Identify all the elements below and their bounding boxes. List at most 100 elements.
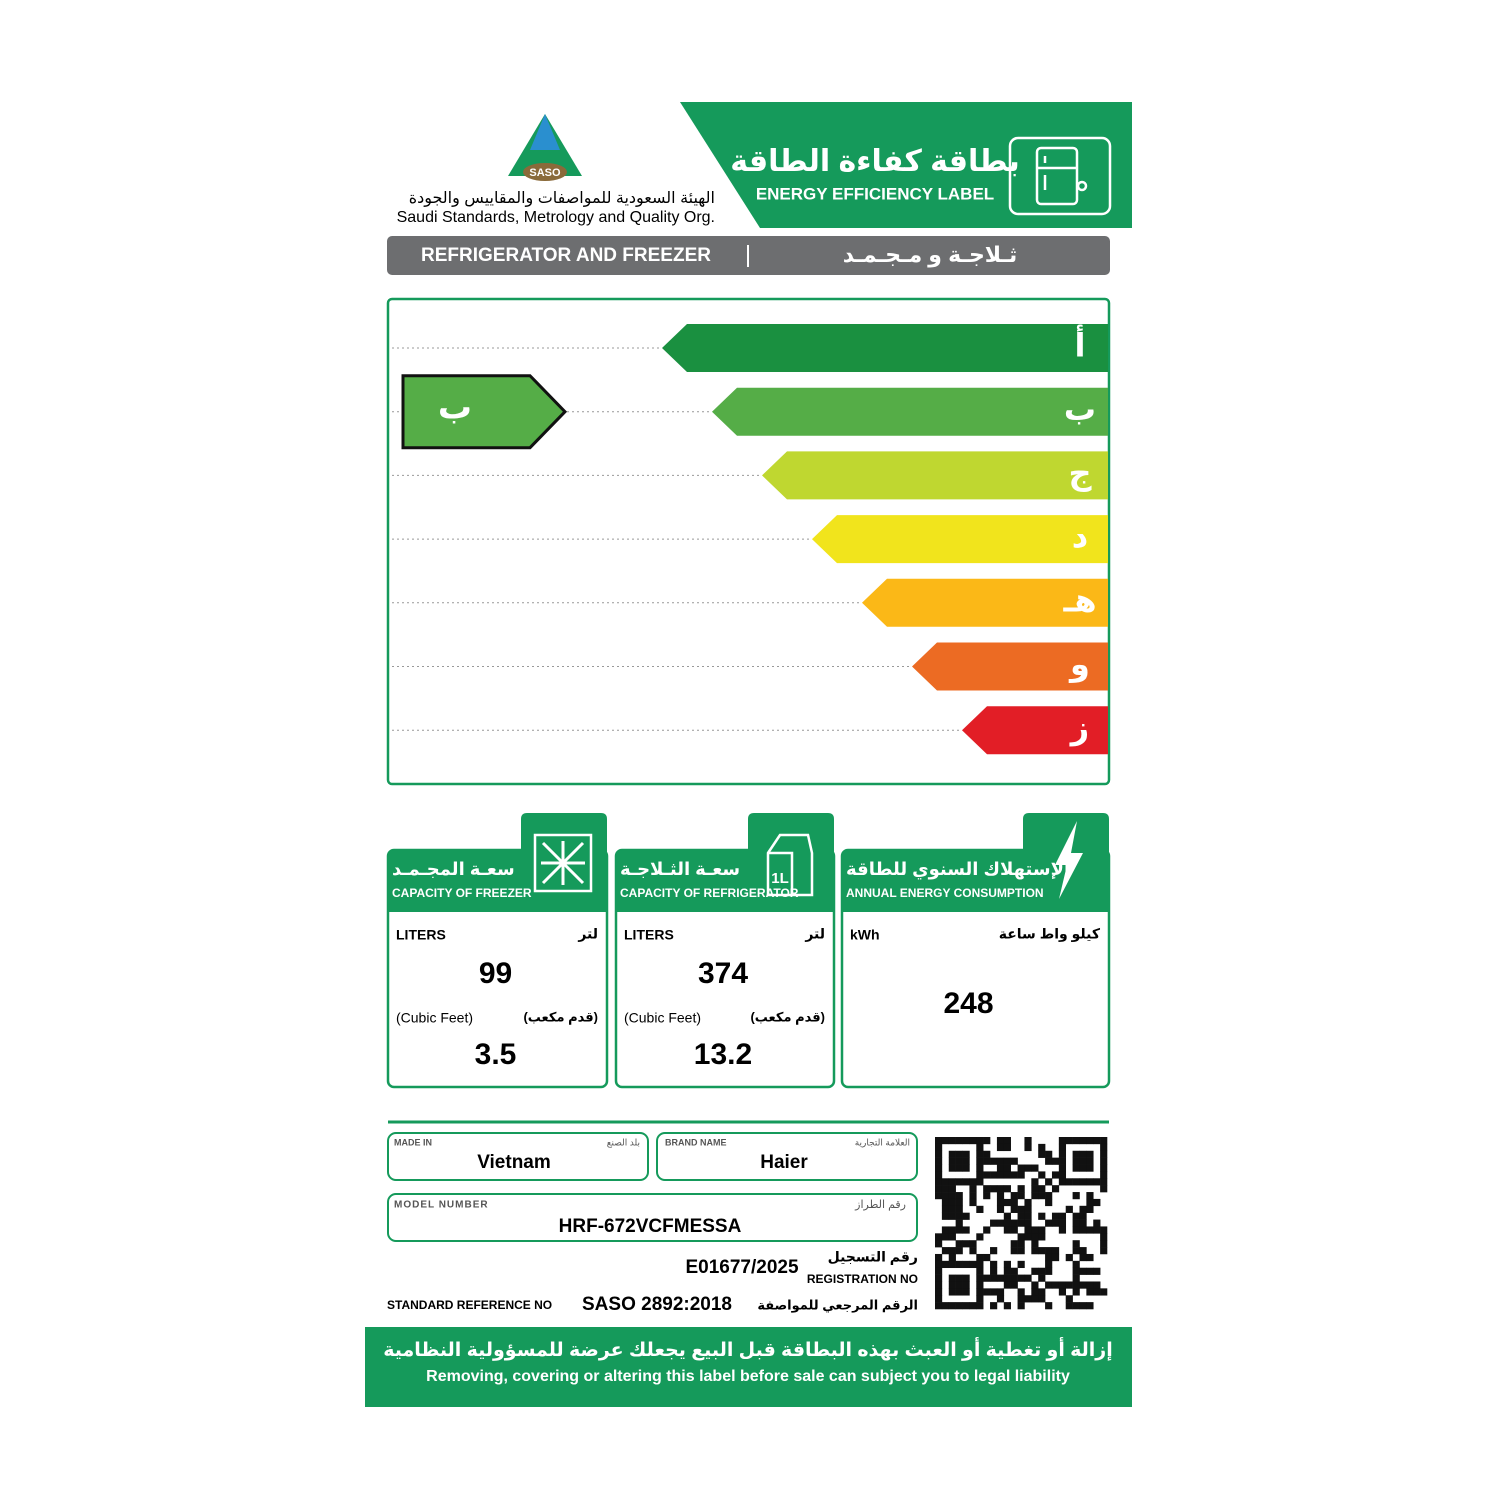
- qr-module: [1051, 1219, 1060, 1227]
- qr-module: [1093, 1288, 1101, 1296]
- qr-module: [948, 1212, 956, 1220]
- rating-bar: [762, 451, 1108, 500]
- qr-module: [941, 1192, 950, 1200]
- qr-module: [1024, 1137, 1032, 1145]
- qr-module: [962, 1302, 970, 1310]
- qr-module: [1003, 1267, 1011, 1275]
- qr-module: [1003, 1164, 1011, 1172]
- qr-module: [1031, 1185, 1039, 1193]
- qr-module: [935, 1260, 943, 1269]
- qr-module: [1024, 1143, 1032, 1152]
- qr-code: [935, 1137, 1108, 1310]
- qr-module: [1010, 1226, 1018, 1234]
- qr-module: [1072, 1164, 1080, 1172]
- qr-module: [948, 1288, 956, 1296]
- qr-module: [962, 1157, 970, 1165]
- panel-header: [842, 813, 1109, 912]
- qr-module: [983, 1253, 991, 1262]
- qr-module: [935, 1143, 943, 1152]
- qr-module: [1072, 1302, 1080, 1310]
- qr-module: [955, 1157, 963, 1165]
- qr-module: [976, 1288, 984, 1296]
- qr-module: [1051, 1185, 1060, 1193]
- qr-module: [935, 1267, 943, 1275]
- qr-module: [1100, 1157, 1108, 1165]
- qr-module: [1079, 1226, 1087, 1234]
- qr-module: [1017, 1219, 1025, 1227]
- qr-module: [962, 1178, 970, 1186]
- qr-module: [948, 1150, 956, 1158]
- qr-module: [1045, 1267, 1053, 1275]
- qr-module: [1072, 1219, 1080, 1227]
- qr-module: [1058, 1157, 1067, 1165]
- qr-module: [1079, 1137, 1087, 1145]
- qr-module: [1093, 1137, 1101, 1145]
- qr-module: [1100, 1240, 1108, 1248]
- qr-module: [983, 1150, 991, 1158]
- qr-module: [955, 1205, 963, 1213]
- qr-module: [1003, 1274, 1011, 1282]
- qr-module: [996, 1185, 1005, 1193]
- made-in-box: [387, 1132, 649, 1181]
- qr-module: [1058, 1178, 1067, 1186]
- qr-module: [1079, 1150, 1087, 1158]
- qr-module: [941, 1302, 950, 1310]
- qr-module: [983, 1157, 991, 1165]
- qr-module: [1017, 1260, 1025, 1269]
- qr-module: [1065, 1281, 1073, 1289]
- qr-module: [1058, 1226, 1067, 1234]
- qr-module: [996, 1171, 1005, 1179]
- qr-module: [1010, 1267, 1018, 1275]
- qr-module: [996, 1274, 1005, 1282]
- qr-module: [948, 1302, 956, 1310]
- panel-header: [388, 813, 607, 912]
- qr-module: [948, 1247, 956, 1255]
- qr-module: [990, 1171, 998, 1179]
- qr-module: [1051, 1247, 1060, 1255]
- qr-module: [1038, 1267, 1046, 1275]
- rating-letter: ج: [1068, 455, 1092, 492]
- qr-module: [1072, 1137, 1080, 1145]
- qr-module: [948, 1226, 956, 1234]
- rating-bar: [662, 324, 1108, 372]
- qr-module: [955, 1260, 963, 1269]
- qr-module: [969, 1302, 977, 1310]
- qr-module: [955, 1192, 963, 1200]
- liters-value: 99: [479, 957, 512, 990]
- qr-module: [983, 1288, 991, 1296]
- qr-module: [976, 1267, 984, 1275]
- qr-module: [1100, 1178, 1108, 1186]
- qr-module: [1058, 1137, 1067, 1145]
- model: HRF-672VCFMESSA: [559, 1216, 742, 1237]
- qr-module: [1086, 1226, 1094, 1234]
- model-label: MODEL NUMBER: [394, 1200, 489, 1211]
- bolt-icon: [1055, 821, 1083, 899]
- qr-module: [1017, 1171, 1025, 1179]
- qr-module: [955, 1137, 963, 1145]
- qr-module: [996, 1192, 1005, 1200]
- qr-module: [1031, 1288, 1039, 1296]
- qr-module: [1003, 1198, 1011, 1207]
- qr-module: [962, 1260, 970, 1269]
- qr-module: [1003, 1219, 1011, 1227]
- qr-module: [1051, 1253, 1060, 1262]
- qr-module: [983, 1274, 991, 1282]
- qr-module: [1065, 1302, 1073, 1310]
- qr-module: [983, 1171, 991, 1179]
- qr-module: [1086, 1198, 1094, 1207]
- qr-module: [1003, 1302, 1011, 1310]
- qr-module: [983, 1226, 991, 1234]
- qr-module: [1003, 1171, 1011, 1179]
- footer-ar: إزالة أو تغطية أو العبث بهذه البطاقة قبل…: [383, 1337, 1113, 1361]
- qr-module: [1086, 1150, 1094, 1158]
- qr-module: [935, 1302, 943, 1310]
- qr-module: [996, 1164, 1005, 1172]
- qr-module: [1038, 1274, 1046, 1282]
- panel-title-en: CAPACITY OF REFRIGERATOR: [620, 886, 799, 900]
- qr-module: [969, 1192, 977, 1200]
- qr-module: [935, 1288, 943, 1296]
- qr-module: [1010, 1240, 1018, 1248]
- qr-module: [1024, 1295, 1032, 1303]
- qr-module: [1024, 1233, 1032, 1241]
- qr-module: [935, 1274, 943, 1282]
